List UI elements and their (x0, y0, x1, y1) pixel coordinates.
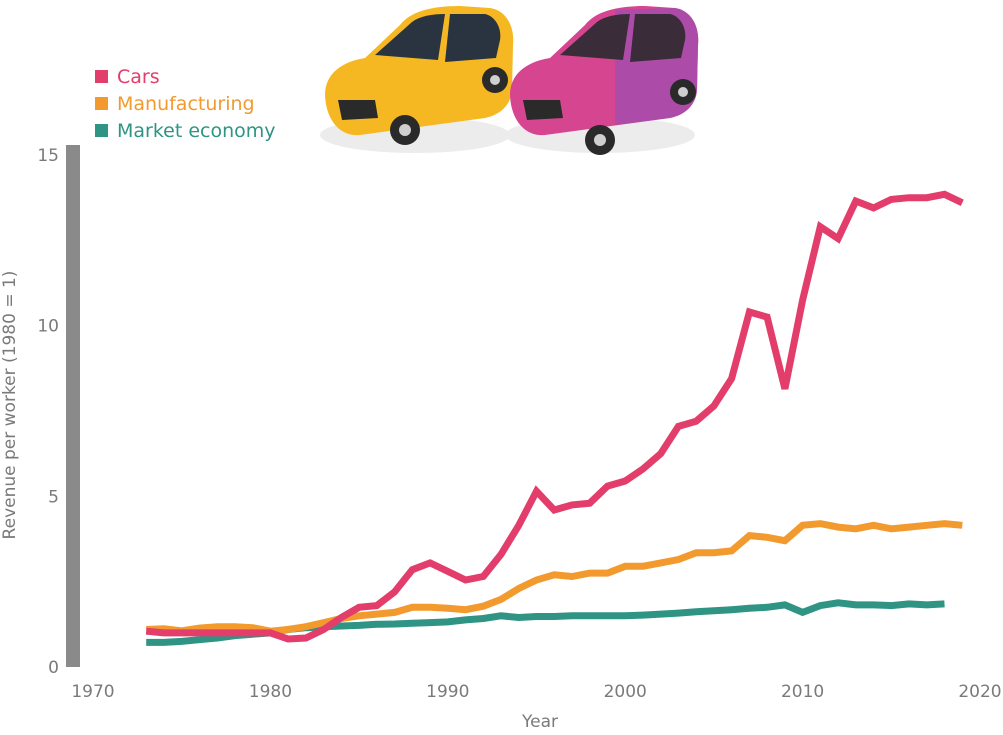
legend-swatch-manufacturing (95, 97, 108, 110)
series-line-cars (145, 190, 964, 643)
y-tick-label: 5 (48, 487, 59, 507)
yellow-car-icon (320, 6, 514, 153)
x-tick-label: 2020 (958, 682, 1001, 702)
legend-swatch-market-economy (95, 124, 108, 137)
legend-label-manufacturing: Manufacturing (117, 92, 255, 115)
legend-item-market-economy: Market economy (95, 117, 276, 144)
legend-label-market-economy: Market economy (117, 119, 276, 142)
y-axis-title: Revenue per worker (1980 = 1) (0, 271, 20, 540)
y-tick-labels: 0 5 10 15 (37, 146, 59, 678)
series-line-market-economy (146, 599, 945, 646)
x-tick-label: 1980 (249, 682, 292, 702)
legend-label-cars: Cars (117, 65, 160, 88)
y-tick-label: 0 (48, 658, 59, 678)
x-tick-label: 2000 (604, 682, 647, 702)
x-tick-label: 1970 (71, 682, 114, 702)
series-line-manufacturing (146, 520, 963, 635)
x-tick-label: 2010 (781, 682, 824, 702)
y-tick-label: 10 (37, 317, 59, 337)
y-axis-bar (66, 145, 80, 667)
y-tick-label: 15 (37, 146, 59, 166)
x-tick-labels: 1970 1980 1990 2000 2010 2020 (71, 682, 1001, 702)
series-lines (145, 190, 964, 646)
legend-swatch-cars (95, 70, 108, 83)
legend: Cars Manufacturing Market economy (95, 63, 276, 144)
x-axis-title: Year (521, 712, 558, 732)
legend-item-cars: Cars (95, 63, 276, 90)
legend-item-manufacturing: Manufacturing (95, 90, 276, 117)
pink-car-icon (505, 6, 699, 155)
x-tick-label: 1990 (426, 682, 469, 702)
